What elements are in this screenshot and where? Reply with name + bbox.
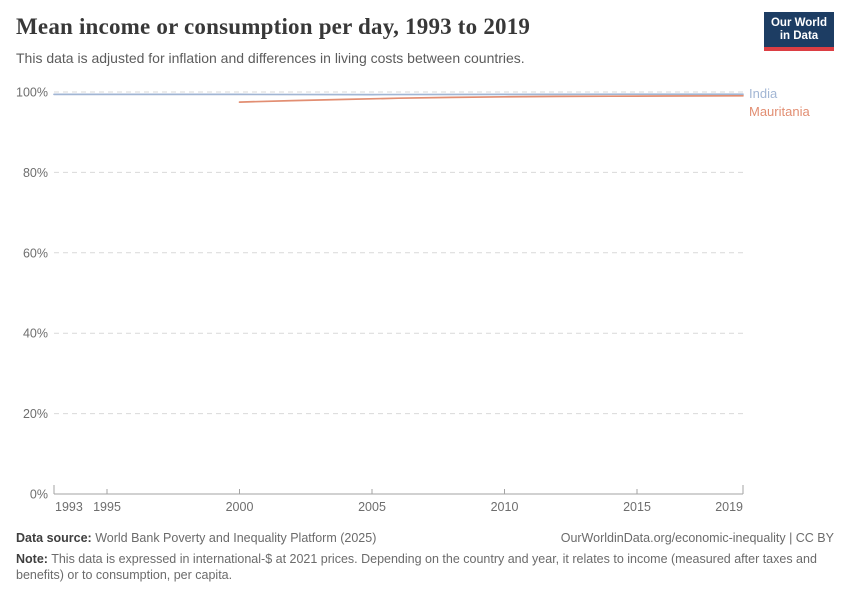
chart-note: Note: This data is expressed in internat…: [16, 551, 822, 583]
y-tick-label-100: 100%: [16, 86, 48, 100]
x-tick-label-2015: 2015: [623, 500, 651, 514]
data-source-value: World Bank Poverty and Inequality Platfo…: [91, 531, 377, 545]
legend-label-mauritania: Mauritania: [749, 104, 810, 119]
chart-footer: Data source: World Bank Poverty and Ineq…: [16, 531, 834, 545]
y-tick-label-20: 20%: [23, 407, 48, 421]
x-tick-label-1993: 1993: [55, 500, 83, 514]
y-tick-label-80: 80%: [23, 166, 48, 180]
x-tick-label-2005: 2005: [358, 500, 386, 514]
attribution: OurWorldinData.org/economic-inequality |…: [560, 531, 834, 545]
y-tick-label-40: 40%: [23, 327, 48, 341]
series-line-mauritania: [238, 94, 744, 103]
owid-logo-line1: Our World: [770, 17, 827, 29]
owid-logo: Our World in Data: [764, 12, 834, 51]
x-tick-label-2000: 2000: [226, 500, 254, 514]
legend-label-india: India: [749, 86, 778, 101]
owid-logo-line2: in Data: [779, 30, 819, 42]
x-tick-label-1995: 1995: [93, 500, 121, 514]
y-tick-label-0: 0%: [30, 488, 48, 502]
x-tick-label-2010: 2010: [491, 500, 519, 514]
data-source: Data source: World Bank Poverty and Ineq…: [16, 531, 376, 545]
chart-title: Mean income or consumption per day, 1993…: [16, 14, 531, 39]
note-label: Note:: [16, 552, 48, 566]
x-tick-label-2019: 2019: [715, 500, 743, 514]
note-text: This data is expressed in international-…: [16, 552, 817, 582]
chart-subtitle: This data is adjusted for inflation and …: [16, 50, 525, 66]
y-tick-label-60: 60%: [23, 246, 48, 260]
data-source-label: Data source:: [16, 531, 92, 545]
